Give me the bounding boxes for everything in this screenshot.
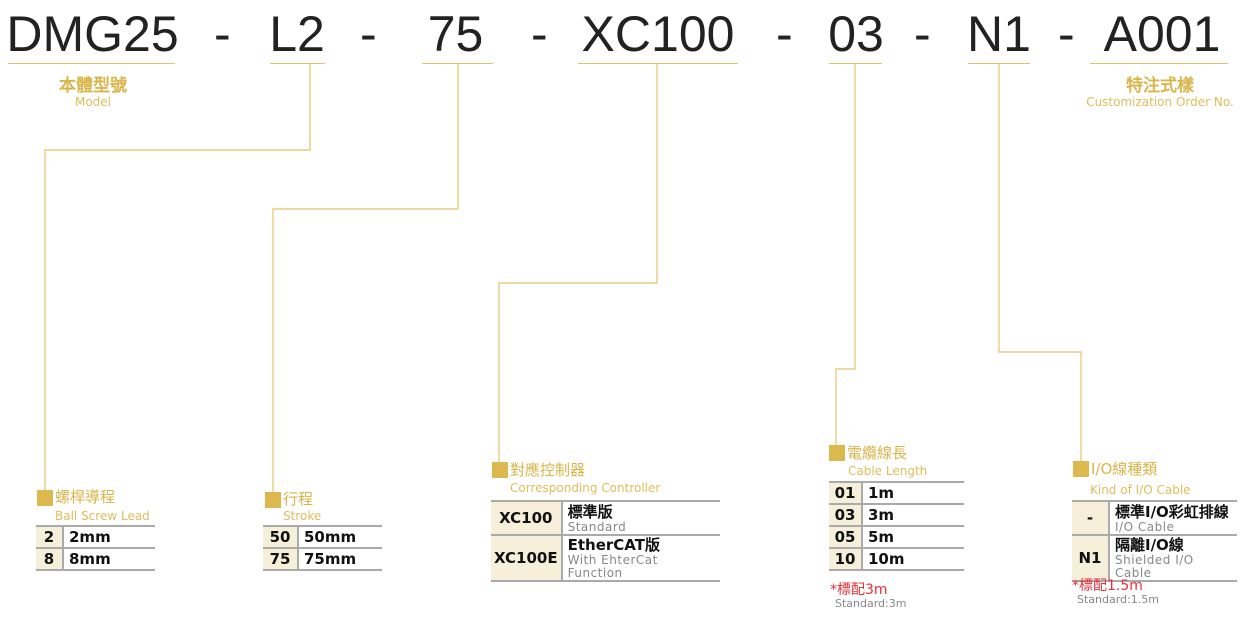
connector-lead (44, 63, 311, 490)
lead-title: 螺桿導程 (55, 488, 116, 506)
table-row: XC100 標準版 Standard (491, 501, 720, 536)
custom-label: 特注式樣 (1126, 76, 1194, 96)
value-cell: 50mm (298, 526, 382, 549)
connector-cable (835, 63, 856, 445)
table-row: 03 3m (829, 504, 964, 527)
table-row: 75 75mm (263, 548, 382, 571)
cable-note-en: Standard:3m (835, 597, 907, 610)
table-row: 01 1m (829, 482, 964, 505)
code-io: N1 (967, 6, 1031, 62)
table-row: 8 8mm (36, 548, 155, 571)
table-row: - 標準I/O彩虹排線 I/O Cable (1072, 501, 1237, 536)
code-cell: - (1072, 501, 1110, 536)
cable-note: *標配3m (830, 582, 888, 598)
model-label-en: Model (74, 95, 112, 109)
table-row: 50 50mm (263, 526, 382, 549)
controller-title: 對應控制器 (510, 461, 586, 479)
underline (578, 63, 738, 64)
controller-subtitle: Corresponding Controller (510, 481, 661, 495)
separator: - (531, 6, 548, 62)
connector-stroke (272, 63, 459, 492)
io-note: *標配1.5m (1072, 578, 1143, 594)
table-row: 10 10m (829, 548, 964, 571)
underline (8, 63, 175, 64)
value-cell: 10m (862, 548, 964, 571)
separator: - (214, 6, 231, 62)
cable-table: 01 1m 03 3m 05 5m 10 10m (829, 481, 964, 571)
controller-table: XC100 標準版 Standard XC100E EtherCAT版 With Eht… (491, 500, 720, 582)
code-cell: N1 (1072, 535, 1110, 582)
value-cell: 2mm (63, 526, 155, 549)
lead-table: 2 2mm 8 8mm (36, 525, 155, 571)
io-table: - 標準I/O彩虹排線 I/O Cable N1 隔離I/O線 Shielded I/O… (1072, 500, 1237, 582)
code-cell: 03 (829, 504, 863, 527)
separator: - (914, 6, 931, 62)
table-row: 05 5m (829, 526, 964, 549)
value-cell: 標準I/O彩虹排線 I/O Cable (1109, 501, 1237, 536)
stroke-table: 50 50mm 75 75mm (263, 525, 382, 571)
code-custom: A001 (1103, 6, 1221, 62)
code-cell: 2 (36, 526, 64, 549)
io-title: I/O線種類 (1091, 460, 1158, 478)
code-cell: 50 (263, 526, 299, 549)
bullet-square-icon (492, 462, 508, 478)
value-cell: 5m (862, 526, 964, 549)
connector-io (998, 63, 1082, 461)
value-cell: EtherCAT版 With EhterCat Function (561, 535, 720, 582)
code-cell: 10 (829, 548, 863, 571)
model-label: 本體型號 (59, 76, 127, 96)
value-cell: 75mm (298, 548, 382, 571)
code-cell: 8 (36, 548, 64, 571)
stroke-title: 行程 (283, 490, 314, 508)
value-cell: 標準版 Standard (561, 501, 720, 536)
value-cell: 3m (862, 504, 964, 527)
code-controller: XC100 (581, 6, 735, 62)
lead-subtitle: Ball Screw Lead (55, 509, 150, 523)
underline (270, 63, 325, 64)
separator: - (360, 6, 377, 62)
connector-controller (498, 63, 658, 462)
io-note-en: Standard:1.5m (1077, 593, 1159, 606)
bullet-square-icon (1073, 461, 1089, 477)
table-row: N1 隔離I/O線 Shielded I/O Cable (1072, 535, 1237, 582)
bullet-square-icon (265, 492, 281, 508)
code-cell: 01 (829, 482, 863, 505)
code-cable: 03 (828, 6, 884, 62)
value-cell: 隔離I/O線 Shielded I/O Cable (1109, 535, 1237, 582)
code-stroke: 75 (427, 6, 484, 62)
value-cell: 1m (862, 482, 964, 505)
io-subtitle: Kind of I/O Cable (1090, 483, 1191, 497)
bullet-square-icon (829, 445, 845, 461)
separator: - (1058, 6, 1075, 62)
code-cell: 75 (263, 548, 299, 571)
table-row: 2 2mm (36, 526, 155, 549)
table-row: XC100E EtherCAT版 With EhterCat Function (491, 535, 720, 582)
code-lead: L2 (269, 6, 325, 62)
code-cell: XC100 (491, 501, 563, 536)
code-cell: XC100E (491, 535, 563, 582)
separator: - (776, 6, 793, 62)
cable-subtitle: Cable Length (848, 464, 928, 478)
cable-title: 電纜線長 (847, 444, 908, 462)
code-model: DMG25 (6, 6, 179, 62)
stroke-subtitle: Stroke (283, 509, 322, 523)
code-cell: 05 (829, 526, 863, 549)
underline (1090, 63, 1228, 64)
value-cell: 8mm (63, 548, 155, 571)
custom-label-en: Customization Order No. (1086, 95, 1234, 109)
bullet-square-icon (37, 490, 53, 506)
